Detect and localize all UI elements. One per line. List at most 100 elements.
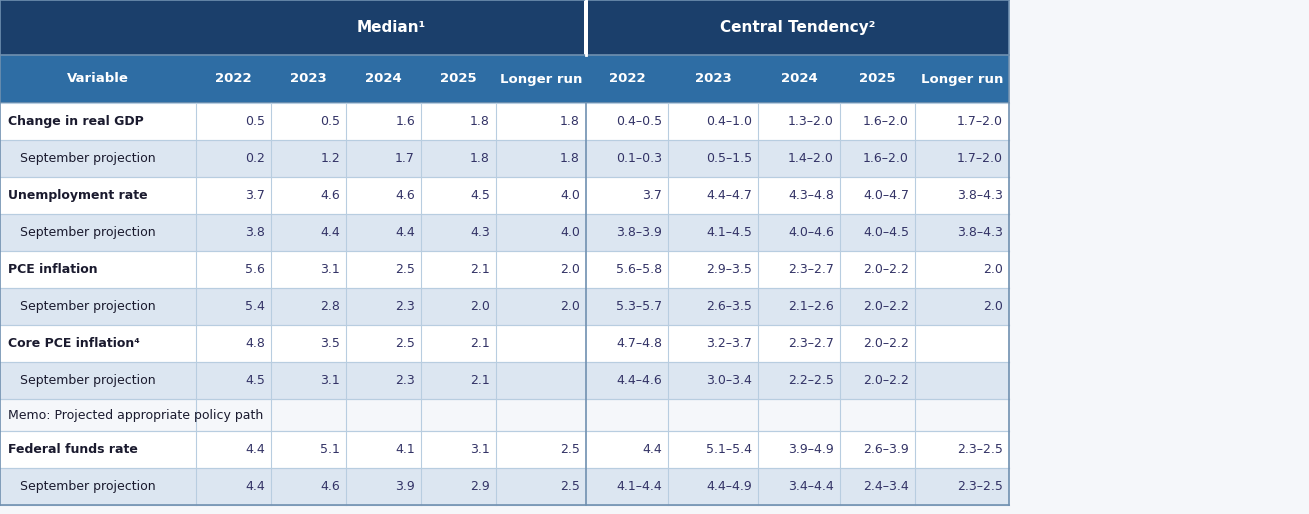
Text: 2.3–2.7: 2.3–2.7 xyxy=(788,337,834,350)
Text: 2024: 2024 xyxy=(780,72,817,85)
Text: 2.1: 2.1 xyxy=(470,374,490,387)
Text: 5.4: 5.4 xyxy=(245,300,264,313)
Text: 2.0–2.2: 2.0–2.2 xyxy=(863,374,908,387)
Text: 1.7: 1.7 xyxy=(395,152,415,165)
Text: 1.8: 1.8 xyxy=(560,152,580,165)
Bar xyxy=(196,55,271,103)
Bar xyxy=(0,103,1009,140)
Text: 2.2–2.5: 2.2–2.5 xyxy=(788,374,834,387)
Text: Central Tendency²: Central Tendency² xyxy=(720,20,876,35)
Text: 2.5: 2.5 xyxy=(560,480,580,493)
Text: 4.4: 4.4 xyxy=(245,443,264,456)
Text: Federal funds rate: Federal funds rate xyxy=(8,443,137,456)
Text: Unemployment rate: Unemployment rate xyxy=(8,189,148,202)
Text: Memo: Projected appropriate policy path: Memo: Projected appropriate policy path xyxy=(8,409,263,421)
Text: 2.3: 2.3 xyxy=(395,374,415,387)
Text: 4.0–4.7: 4.0–4.7 xyxy=(863,189,908,202)
Text: 2023: 2023 xyxy=(695,72,732,85)
Text: September projection: September projection xyxy=(20,152,156,165)
Text: 3.1: 3.1 xyxy=(321,263,340,276)
Text: 0.5: 0.5 xyxy=(319,115,340,128)
Text: 3.7: 3.7 xyxy=(245,189,264,202)
Text: 1.2: 1.2 xyxy=(321,152,340,165)
Text: 4.1: 4.1 xyxy=(395,443,415,456)
Text: 2022: 2022 xyxy=(609,72,645,85)
Text: 1.7–2.0: 1.7–2.0 xyxy=(957,115,1003,128)
Text: Longer run: Longer run xyxy=(500,72,583,85)
Text: 3.5: 3.5 xyxy=(321,337,340,350)
Text: 4.6: 4.6 xyxy=(321,480,340,493)
Bar xyxy=(586,0,1009,55)
Text: 1.8: 1.8 xyxy=(470,115,490,128)
Text: 0.4–1.0: 0.4–1.0 xyxy=(706,115,751,128)
Text: 4.6: 4.6 xyxy=(395,189,415,202)
Bar xyxy=(915,55,1009,103)
Text: 1.3–2.0: 1.3–2.0 xyxy=(788,115,834,128)
Text: 5.1: 5.1 xyxy=(321,443,340,456)
Text: 2025: 2025 xyxy=(440,72,476,85)
Text: 1.6–2.0: 1.6–2.0 xyxy=(863,152,908,165)
Text: 2024: 2024 xyxy=(365,72,402,85)
Bar xyxy=(584,0,588,55)
Text: 4.4: 4.4 xyxy=(245,480,264,493)
Text: 3.2–3.7: 3.2–3.7 xyxy=(706,337,751,350)
Text: 2.3–2.7: 2.3–2.7 xyxy=(788,263,834,276)
Text: 2025: 2025 xyxy=(859,72,895,85)
Text: 5.6–5.8: 5.6–5.8 xyxy=(615,263,662,276)
Text: Variable: Variable xyxy=(67,72,130,85)
Bar xyxy=(496,55,586,103)
Text: September projection: September projection xyxy=(20,374,156,387)
Bar xyxy=(758,55,840,103)
Text: September projection: September projection xyxy=(20,480,156,493)
Text: 4.3–4.8: 4.3–4.8 xyxy=(788,189,834,202)
Text: 0.2: 0.2 xyxy=(245,152,264,165)
Text: 2.0: 2.0 xyxy=(560,300,580,313)
Text: 2022: 2022 xyxy=(215,72,251,85)
Text: 2.6–3.5: 2.6–3.5 xyxy=(706,300,751,313)
Text: 4.0–4.6: 4.0–4.6 xyxy=(788,226,834,239)
Bar xyxy=(0,288,1009,325)
Text: 3.4–4.4: 3.4–4.4 xyxy=(788,480,834,493)
Bar xyxy=(271,55,346,103)
Text: Core PCE inflation⁴: Core PCE inflation⁴ xyxy=(8,337,140,350)
Text: 4.7–4.8: 4.7–4.8 xyxy=(617,337,662,350)
Text: 4.4: 4.4 xyxy=(395,226,415,239)
Text: 3.8: 3.8 xyxy=(245,226,264,239)
Text: 1.8: 1.8 xyxy=(560,115,580,128)
Text: 2023: 2023 xyxy=(291,72,327,85)
Text: 4.3: 4.3 xyxy=(470,226,490,239)
Text: 2.9: 2.9 xyxy=(470,480,490,493)
Text: 2.1: 2.1 xyxy=(470,263,490,276)
Text: 5.6: 5.6 xyxy=(245,263,264,276)
Text: 4.4: 4.4 xyxy=(643,443,662,456)
Text: 2.0: 2.0 xyxy=(983,300,1003,313)
Text: 2.6–3.9: 2.6–3.9 xyxy=(863,443,908,456)
Text: 0.4–0.5: 0.4–0.5 xyxy=(615,115,662,128)
Text: 0.5–1.5: 0.5–1.5 xyxy=(706,152,751,165)
Text: 3.7: 3.7 xyxy=(643,189,662,202)
Text: Longer run: Longer run xyxy=(920,72,1003,85)
Text: 1.4–2.0: 1.4–2.0 xyxy=(788,152,834,165)
Bar xyxy=(668,55,758,103)
Text: 2.9–3.5: 2.9–3.5 xyxy=(706,263,751,276)
Bar xyxy=(0,214,1009,251)
Text: 3.1: 3.1 xyxy=(470,443,490,456)
Text: 4.4–4.6: 4.4–4.6 xyxy=(617,374,662,387)
Bar xyxy=(0,251,1009,288)
Text: 2.4–3.4: 2.4–3.4 xyxy=(863,480,908,493)
Text: 2.8: 2.8 xyxy=(321,300,340,313)
Text: 4.4–4.9: 4.4–4.9 xyxy=(707,480,751,493)
Text: 4.1–4.4: 4.1–4.4 xyxy=(617,480,662,493)
Text: 2.3–2.5: 2.3–2.5 xyxy=(957,443,1003,456)
Bar xyxy=(346,55,421,103)
Text: 4.8: 4.8 xyxy=(245,337,264,350)
Text: 2.1: 2.1 xyxy=(470,337,490,350)
Text: 2.5: 2.5 xyxy=(395,263,415,276)
Text: 3.9: 3.9 xyxy=(395,480,415,493)
Text: 3.0–3.4: 3.0–3.4 xyxy=(706,374,751,387)
Text: 3.1: 3.1 xyxy=(321,374,340,387)
Text: 1.7–2.0: 1.7–2.0 xyxy=(957,152,1003,165)
Text: 2.0–2.2: 2.0–2.2 xyxy=(863,337,908,350)
Text: 4.0: 4.0 xyxy=(560,226,580,239)
Text: 1.6: 1.6 xyxy=(395,115,415,128)
